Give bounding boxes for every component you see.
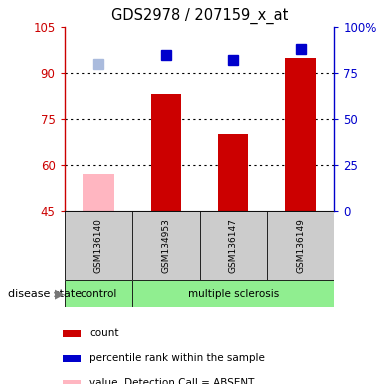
Text: count: count [89, 328, 119, 338]
Text: disease state: disease state [8, 289, 82, 299]
Text: ▶: ▶ [55, 287, 65, 300]
Bar [285, 58, 316, 211]
Bar [83, 174, 114, 211]
Bar [63, 330, 81, 337]
Text: percentile rank within the sample: percentile rank within the sample [89, 353, 265, 363]
Text: GSM134953: GSM134953 [161, 218, 170, 273]
Text: value, Detection Call = ABSENT: value, Detection Call = ABSENT [89, 378, 255, 384]
Text: GSM136149: GSM136149 [296, 218, 305, 273]
Text: multiple sclerosis: multiple sclerosis [188, 289, 279, 299]
Bar [218, 134, 249, 211]
Text: control: control [80, 289, 117, 299]
Bar [63, 355, 81, 362]
Bar [150, 94, 181, 211]
Text: GSM136140: GSM136140 [94, 218, 103, 273]
Text: GSM136147: GSM136147 [229, 218, 238, 273]
Title: GDS2978 / 207159_x_at: GDS2978 / 207159_x_at [111, 8, 288, 24]
Bar [63, 380, 81, 384]
